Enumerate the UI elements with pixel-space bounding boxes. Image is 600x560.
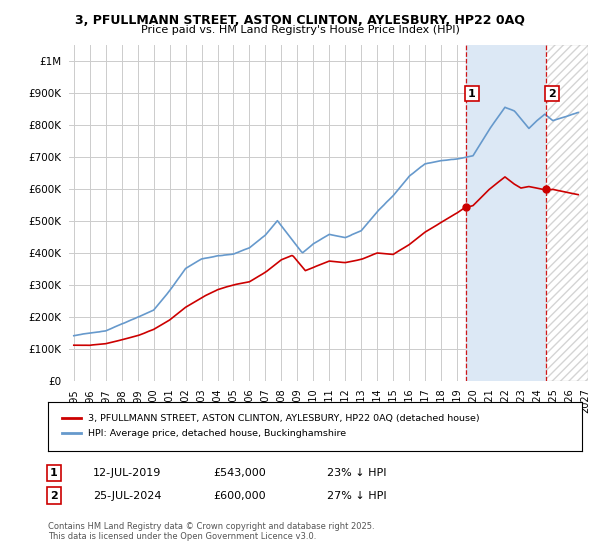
Text: 2: 2 <box>548 88 556 99</box>
Text: 27% ↓ HPI: 27% ↓ HPI <box>327 491 386 501</box>
Text: 3, PFULLMANN STREET, ASTON CLINTON, AYLESBURY, HP22 0AQ: 3, PFULLMANN STREET, ASTON CLINTON, AYLE… <box>75 14 525 27</box>
Text: 23% ↓ HPI: 23% ↓ HPI <box>327 468 386 478</box>
Text: Contains HM Land Registry data © Crown copyright and database right 2025.
This d: Contains HM Land Registry data © Crown c… <box>48 522 374 542</box>
Bar <box>466 45 546 381</box>
Text: £543,000: £543,000 <box>213 468 266 478</box>
Legend: 3, PFULLMANN STREET, ASTON CLINTON, AYLESBURY, HP22 0AQ (detached house), HPI: A: 3, PFULLMANN STREET, ASTON CLINTON, AYLE… <box>58 410 484 442</box>
Text: 1: 1 <box>50 468 58 478</box>
Text: £600,000: £600,000 <box>213 491 266 501</box>
Bar <box>546 45 588 381</box>
Text: 12-JUL-2019: 12-JUL-2019 <box>93 468 161 478</box>
Text: 2: 2 <box>50 491 58 501</box>
Text: Price paid vs. HM Land Registry's House Price Index (HPI): Price paid vs. HM Land Registry's House … <box>140 25 460 35</box>
Text: 1: 1 <box>468 88 476 99</box>
Text: 25-JUL-2024: 25-JUL-2024 <box>93 491 161 501</box>
Bar <box>546 45 588 381</box>
